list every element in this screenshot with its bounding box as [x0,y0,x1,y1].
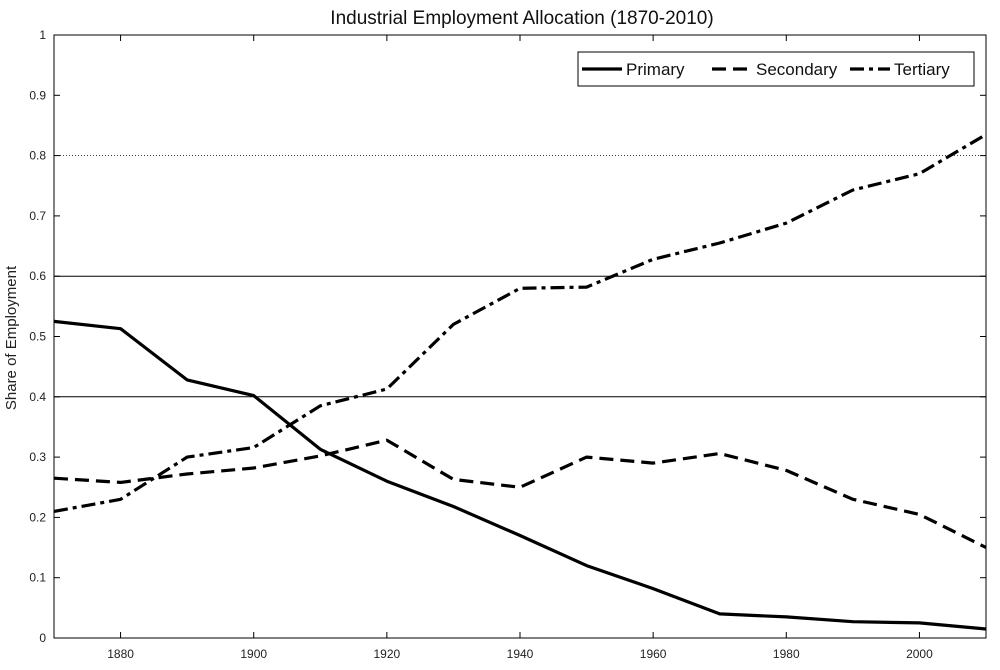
x-tick-label: 1920 [374,647,401,661]
legend-label-primary: Primary [626,60,685,79]
y-tick-label: 0 [39,631,46,645]
y-tick-label: 0.2 [29,510,46,524]
legend: Primary Secondary Tertiary [577,51,975,87]
y-tick-label: 0.9 [29,88,46,102]
x-tick-label: 1880 [107,647,134,661]
y-tick-label: 0.8 [29,149,46,163]
axes-frame [53,34,987,639]
y-tick-label: 0.1 [29,571,46,585]
legend-label-tertiary: Tertiary [894,60,950,79]
y-tick-label: 0.7 [29,209,46,223]
legend-box [577,51,975,87]
y-axis-ticks: 0 0.1 0.2 0.3 0.4 0.5 0.6 0.7 0.8 0.9 1 [29,28,986,645]
y-tick-label: 0.3 [29,450,46,464]
x-tick-label: 1940 [507,647,534,661]
x-axis-ticks: 1880 1900 1920 1940 1960 1980 2000 [107,35,933,661]
reference-lines [54,155,986,398]
legend-label-secondary: Secondary [756,60,838,79]
x-tick-label: 1900 [240,647,267,661]
chart-title: Industrial Employment Allocation (1870-2… [330,8,713,29]
y-tick-label: 0.6 [29,269,46,283]
y-tick-label: 0.5 [29,330,46,344]
x-tick-label: 1980 [773,647,800,661]
series-line-primary [53,319,987,631]
series-line-tertiary [53,133,987,513]
series-lines [53,133,987,631]
y-tick-label: 1 [39,28,46,42]
series-line-secondary [53,438,987,549]
x-tick-label: 2000 [906,647,933,661]
y-axis-label: Share of Employment [3,265,20,410]
x-tick-label: 1960 [640,647,667,661]
y-tick-label: 0.4 [29,390,46,404]
